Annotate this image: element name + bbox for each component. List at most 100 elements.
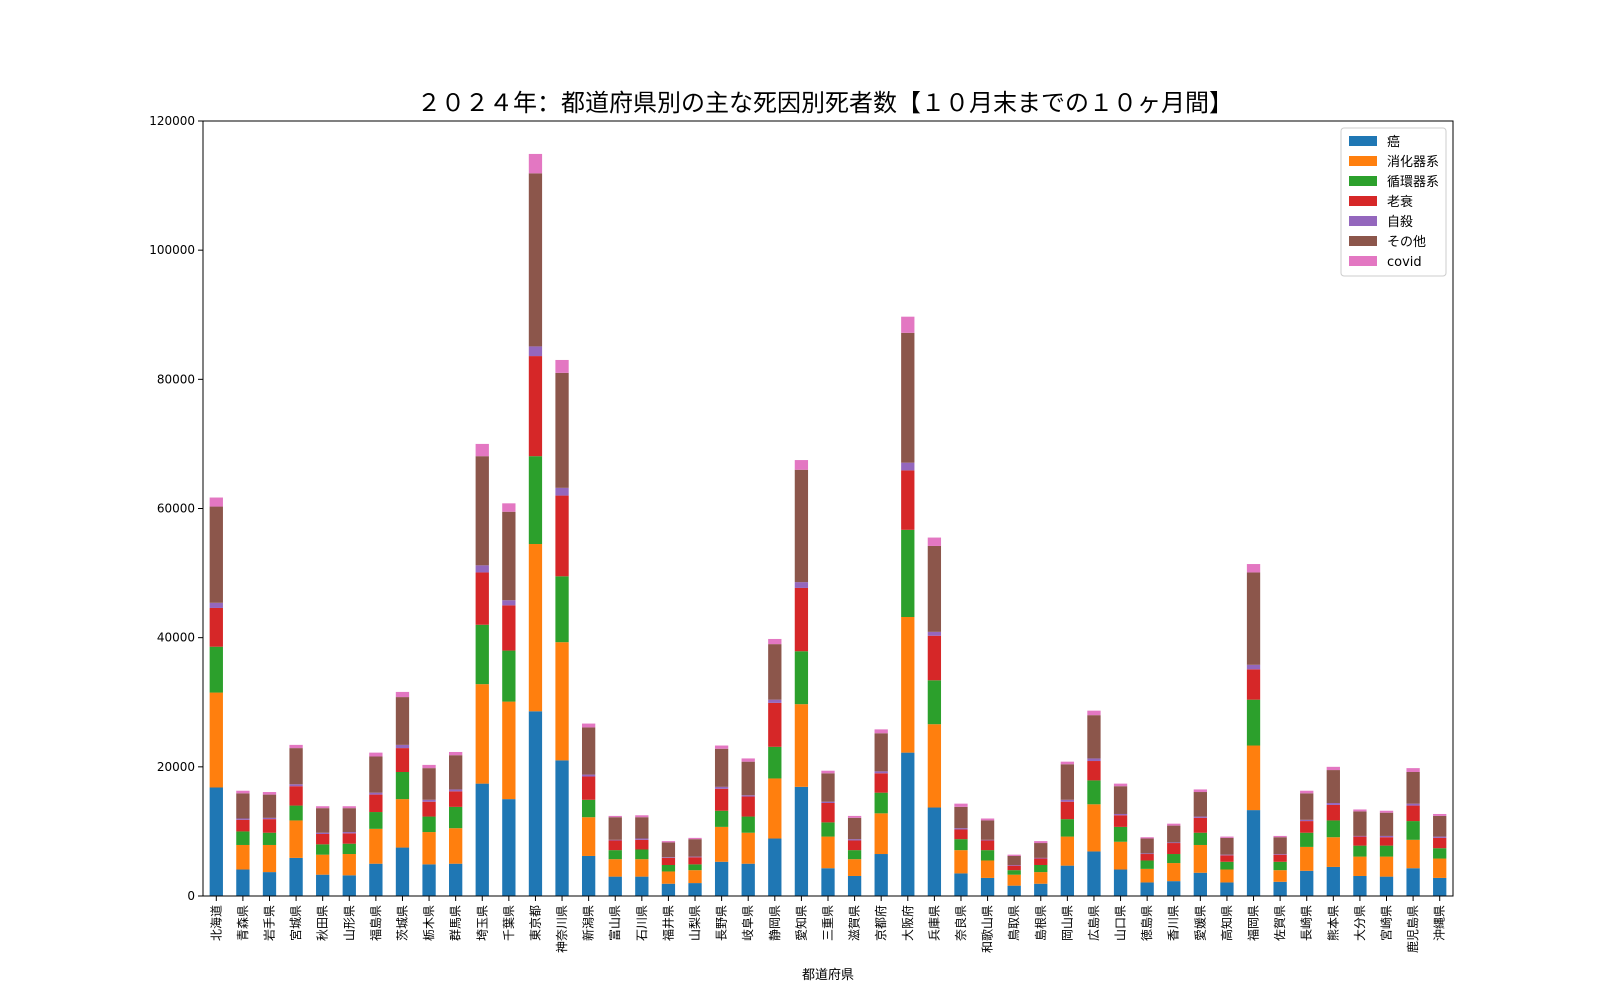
bar-segment (714, 748, 729, 787)
bar-segment (342, 808, 356, 833)
bar-segment (1113, 786, 1128, 814)
bar-segment (714, 786, 729, 789)
bar-segment (1034, 841, 1048, 844)
bar-segment (1220, 861, 1234, 870)
bar-segment (821, 803, 835, 823)
bar-segment (369, 828, 383, 864)
bar-segment (449, 806, 463, 829)
bar-segment (1273, 861, 1287, 871)
bar-segment (741, 863, 755, 896)
bar-segment (661, 841, 676, 843)
bar-segment (768, 778, 782, 839)
bar-segment (342, 843, 356, 855)
bar-segment (422, 799, 436, 802)
bar-segment (741, 761, 755, 796)
x-tick-label: 宮崎県 (1379, 905, 1394, 941)
legend-label: covid (1387, 255, 1422, 270)
bar-segment (1433, 837, 1447, 849)
x-tick-label: 大分県 (1353, 905, 1367, 941)
bar-segment (635, 817, 649, 839)
x-tick-label: 京都府 (873, 905, 888, 941)
bar-segment (901, 462, 915, 471)
bar-segment (901, 529, 915, 617)
x-tick-label: 福岡県 (1246, 905, 1261, 941)
bar-segment (1353, 875, 1367, 896)
bar-segment (1379, 810, 1394, 813)
bar-segment (688, 870, 702, 884)
bar-segment (980, 820, 995, 840)
bar-segment (209, 602, 223, 608)
bar-segment (528, 153, 543, 174)
bar-segment (901, 316, 915, 333)
bar-segment (449, 755, 463, 790)
x-tick-label: 沖縄県 (1432, 905, 1447, 941)
bar-segment (1060, 819, 1075, 837)
bar-segment (262, 817, 277, 820)
bar-segment (289, 857, 303, 896)
bar-segment (1273, 837, 1287, 855)
bar-segment (714, 861, 729, 896)
bar-segment (316, 806, 330, 809)
y-tick-label: 60000 (157, 502, 195, 516)
bar-segment (980, 818, 995, 821)
bar-segment (1246, 572, 1261, 665)
x-tick-label: 千葉県 (502, 905, 516, 941)
x-tick-label: 山形県 (342, 905, 356, 941)
x-tick-label: 宮城県 (288, 905, 303, 941)
bar-segment (1433, 848, 1447, 859)
bar-segment (528, 346, 543, 357)
bar-segment (475, 783, 489, 896)
bar-segment (1406, 821, 1420, 840)
bar-segment (688, 856, 702, 858)
bar-segment (422, 864, 436, 896)
bar-segment (342, 833, 356, 844)
bar-segment (927, 807, 942, 896)
bar-segment (635, 849, 649, 860)
bar-segment (1220, 837, 1234, 855)
bar-segment (449, 863, 463, 896)
bar-segment (1406, 805, 1420, 822)
x-tick-label: 鹿児島県 (1405, 905, 1420, 953)
bar-segment (316, 854, 330, 875)
bar-segment (528, 173, 543, 347)
bar-segment (1300, 790, 1314, 794)
bar-segment (927, 680, 942, 725)
bar-segment (688, 864, 702, 871)
bar-segment (1379, 837, 1394, 846)
x-tick-label: 茨城県 (395, 905, 409, 941)
bar-segment (1087, 851, 1101, 896)
bar-segment (954, 803, 968, 807)
bar-segment (555, 642, 569, 761)
bar-segment (874, 733, 888, 772)
y-tick-label: 100000 (149, 243, 195, 257)
bar-segment (289, 786, 303, 806)
bar-segment (475, 443, 489, 457)
bar-segment (1406, 768, 1420, 772)
bar-segment (1034, 883, 1048, 896)
bar-segment (1113, 869, 1128, 896)
bar-segment (1379, 876, 1394, 896)
bar-segment (1007, 870, 1021, 875)
bar-segment (1113, 783, 1128, 787)
bar-segment (1087, 710, 1101, 716)
bar-segment (741, 796, 755, 817)
bar-segment (475, 456, 489, 566)
bar-segment (395, 799, 410, 848)
x-tick-label: 三重県 (821, 905, 835, 941)
bar-segment (821, 868, 835, 896)
bar-segment (847, 840, 862, 851)
bar-segment (1167, 825, 1181, 843)
bar-segment (449, 789, 463, 792)
bar-segment (954, 828, 968, 830)
bar-segment (502, 503, 516, 512)
bar-segment (1300, 870, 1314, 896)
bar-segment (874, 773, 888, 793)
bar-segment (1140, 854, 1154, 861)
bar-segment (262, 819, 277, 833)
bar-segment (980, 860, 995, 878)
bar-segment (236, 844, 250, 870)
bar-segment (236, 790, 250, 794)
bar-segment (528, 711, 543, 896)
legend-swatch (1349, 136, 1377, 146)
bar-segment (449, 751, 463, 756)
